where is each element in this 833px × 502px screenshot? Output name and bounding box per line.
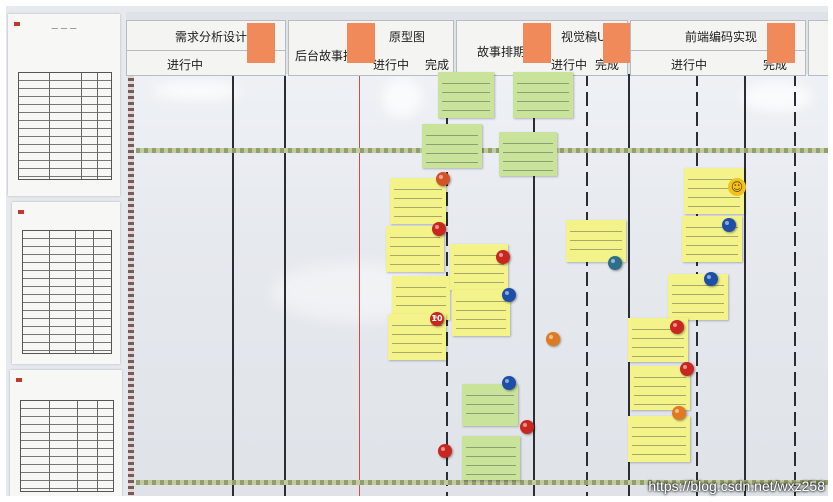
- sticky-note-green[interactable]: [499, 132, 557, 176]
- orange-tag: [523, 23, 551, 63]
- bottom-tape: [136, 480, 828, 485]
- header-status-done: 完成: [425, 58, 450, 72]
- header-title: 视觉稿UI: [561, 30, 610, 44]
- sticky-note[interactable]: [452, 290, 510, 336]
- header-title: 需求分析设计: [175, 30, 248, 44]
- header-status: 进行中: [167, 58, 204, 72]
- magnet-blue[interactable]: [502, 288, 516, 302]
- sticky-note[interactable]: [566, 220, 626, 262]
- printed-sheet: — — —: [8, 14, 120, 196]
- sticky-note[interactable]: [668, 274, 728, 320]
- magnet-blue[interactable]: [704, 272, 718, 286]
- printed-sheet: [12, 202, 120, 364]
- magnet-orange[interactable]: [436, 172, 450, 186]
- header-col-frontend: 前端编码实现 进行中 完成: [630, 20, 806, 76]
- column-line: [744, 72, 746, 496]
- header-prefix: 故事排期: [477, 45, 526, 59]
- magnet-blue[interactable]: [722, 218, 736, 232]
- magnet-red[interactable]: [432, 222, 446, 236]
- magnet-orange[interactable]: [546, 332, 560, 346]
- column-line: [794, 72, 796, 496]
- orange-tag: [247, 23, 275, 63]
- magnet-red[interactable]: 10: [430, 312, 444, 326]
- sheet-table: [18, 72, 112, 180]
- column-line: [586, 72, 588, 496]
- magnet-orange[interactable]: [672, 406, 686, 420]
- column-line-red: [359, 72, 360, 496]
- header-col-visual: 视觉稿UI 故事排期 进行中 完成: [456, 20, 631, 76]
- orange-tag: [603, 23, 631, 63]
- header-status-doing: 进行中: [671, 58, 708, 72]
- sticky-note[interactable]: [630, 366, 690, 410]
- sticky-note[interactable]: [390, 178, 446, 224]
- sticky-note-green[interactable]: [462, 384, 518, 426]
- sticky-note-green[interactable]: [438, 72, 494, 118]
- column-line: [533, 72, 535, 496]
- glare: [382, 78, 422, 118]
- glare: [742, 82, 812, 112]
- header-status-doing: 进行中: [373, 58, 410, 72]
- magnet-blue[interactable]: [502, 376, 516, 390]
- magnet-red[interactable]: [670, 320, 684, 334]
- column-line: [284, 72, 286, 496]
- smiley-magnet-icon[interactable]: ☺: [728, 178, 746, 196]
- header-status-doing: 进行中: [551, 58, 588, 72]
- orange-tag: [767, 23, 795, 63]
- header-col-extra: [808, 20, 828, 76]
- header-col-prototype: 原型图 后台故事拆分 进行中 完成: [288, 20, 454, 76]
- kanban-header: 需求分析设计 进行中 原型图 后台故事拆分 进行中 完成 视觉稿UI 故事排期 …: [126, 12, 828, 76]
- header-title: 前端编码实现: [685, 30, 758, 44]
- header-col-requirements: 需求分析设计 进行中: [126, 20, 286, 76]
- watermark: https://blog.csdn.net/wxz258: [648, 478, 825, 494]
- magnet-red[interactable]: [680, 362, 694, 376]
- header-title: 原型图: [389, 30, 426, 44]
- column-line: [232, 72, 234, 496]
- magnet-red[interactable]: [496, 250, 510, 264]
- sticky-note[interactable]: [392, 276, 450, 320]
- magnet-red[interactable]: [520, 420, 534, 434]
- sticky-note-green[interactable]: [513, 72, 573, 118]
- magnet-red[interactable]: [438, 444, 452, 458]
- sticky-note-green[interactable]: [422, 124, 482, 168]
- magnet-teal[interactable]: [608, 256, 622, 270]
- sticky-note[interactable]: [628, 416, 690, 462]
- swimlane-tape: [136, 148, 828, 153]
- orange-tag: [347, 23, 375, 63]
- sheet-table: [20, 400, 114, 492]
- left-border-tape: [128, 72, 134, 496]
- glare: [152, 82, 242, 100]
- printed-sheet: [10, 370, 122, 496]
- column-line: [628, 72, 630, 496]
- sheet-table: [22, 230, 112, 354]
- photo-frame: 需求分析设计 进行中 原型图 后台故事拆分 进行中 完成 视觉稿UI 故事排期 …: [6, 6, 828, 496]
- sticky-note-green[interactable]: [462, 436, 520, 480]
- magnet-number: 10: [431, 314, 443, 323]
